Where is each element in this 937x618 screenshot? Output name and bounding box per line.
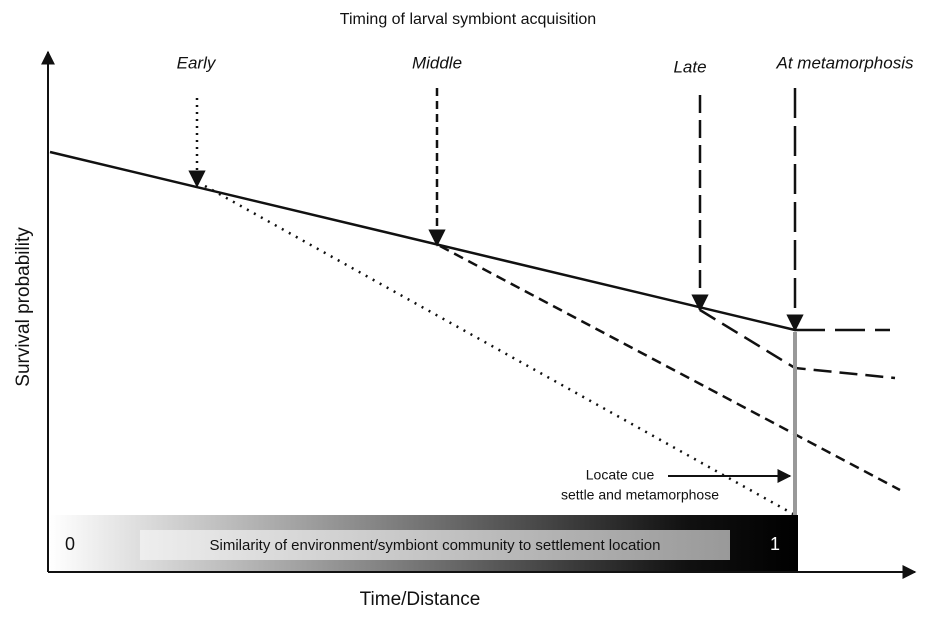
title: Timing of larval symbiont acquisition bbox=[340, 11, 596, 28]
late-curve bbox=[699, 308, 896, 380]
gradient-label: Similarity of environment/symbiont commu… bbox=[209, 537, 660, 554]
stage-label: Middle bbox=[412, 53, 462, 72]
annotation-line2: settle and metamorphose bbox=[561, 487, 719, 503]
stage-label: Early bbox=[177, 53, 217, 72]
annotation-line1: Locate cue bbox=[586, 467, 655, 483]
gradient-start: 0 bbox=[65, 534, 75, 554]
gradient-label-box bbox=[140, 530, 730, 560]
y-axis-label: Survival probability bbox=[13, 227, 34, 387]
base-survival-line bbox=[49, 150, 796, 332]
x-axis-label: Time/Distance bbox=[360, 589, 481, 610]
stage-label: At metamorphosis bbox=[776, 53, 914, 72]
middle-curve bbox=[439, 244, 901, 492]
stage-label: Late bbox=[673, 57, 706, 76]
early-curve bbox=[204, 184, 796, 517]
gradient-end: 1 bbox=[770, 534, 780, 554]
